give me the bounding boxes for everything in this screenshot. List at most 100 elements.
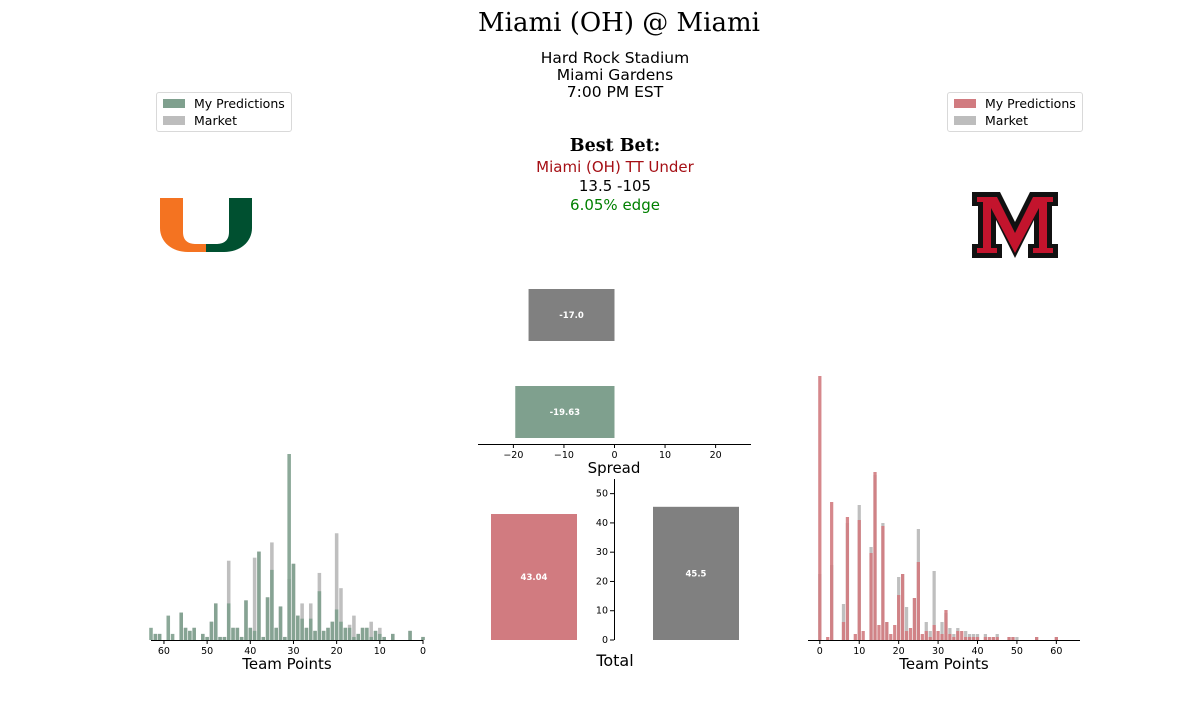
prediction-bar: [960, 631, 964, 640]
prediction-bar: [213, 603, 218, 640]
spread-chart: -17.0 -19.63 −20 −10 0 10 20 Spread: [478, 289, 751, 477]
y-tick-label: 20: [596, 576, 608, 587]
x-axis-label: Team Points: [241, 655, 332, 673]
prediction-bar: [179, 612, 183, 640]
spread-bar: [515, 386, 615, 438]
legend-swatch-predictions: [954, 99, 976, 108]
prediction-bar: [205, 636, 209, 640]
market-bar: [352, 615, 356, 640]
prediction-bar: [975, 637, 980, 640]
prediction-bar: [881, 526, 885, 640]
prediction-bar: [889, 634, 893, 640]
x-tick-label: 60: [158, 646, 170, 657]
legend-label-predictions: My Predictions: [194, 96, 285, 111]
prediction-bar: [373, 630, 378, 640]
prediction-bar: [897, 595, 901, 640]
market-bar: [252, 557, 257, 640]
y-tick-label: 30: [596, 547, 608, 558]
legend-swatch-market: [954, 116, 976, 125]
total-bar-label: 43.04: [521, 573, 548, 583]
prediction-bar: [991, 637, 995, 640]
market-bar: [964, 631, 968, 640]
spread-bar: [528, 289, 615, 341]
prediction-bar: [149, 627, 153, 640]
prediction-bar: [944, 610, 948, 640]
market-bar: [1015, 637, 1019, 640]
spread-bar-label: -17.0: [559, 311, 584, 321]
x-tick-label: 20: [893, 646, 905, 657]
prediction-bar: [900, 574, 905, 640]
x-tick-label: 30: [932, 646, 944, 657]
prediction-bar: [956, 631, 960, 640]
prediction-bar: [153, 633, 158, 640]
prediction-bar: [830, 502, 834, 640]
prediction-bar: [244, 600, 248, 640]
prediction-bar: [300, 618, 304, 640]
prediction-bar: [1007, 637, 1011, 640]
prediction-bar: [326, 627, 330, 640]
prediction-bar: [932, 625, 936, 640]
x-tick-label: −20: [503, 450, 523, 461]
market-bar: [940, 622, 944, 640]
prediction-bar: [231, 627, 235, 640]
y-tick-label: 10: [596, 606, 608, 617]
prediction-bar: [360, 627, 365, 640]
prediction-bar: [924, 631, 928, 640]
market-bar: [339, 588, 343, 640]
legend-swatch-predictions: [163, 99, 185, 108]
prediction-bar: [265, 597, 270, 640]
prediction-bar: [287, 454, 291, 640]
x-tick-label: 10: [374, 646, 386, 657]
spread-bar-label: -19.63: [550, 408, 580, 418]
prediction-bar: [157, 633, 162, 640]
x-tick-label: 40: [971, 646, 983, 657]
x-tick-label: 10: [853, 646, 865, 657]
best-bet-line: 13.5 -105: [578, 177, 652, 195]
prediction-bar: [916, 562, 920, 640]
legend-entry-market: Market: [163, 112, 285, 129]
prediction-bar: [869, 553, 873, 640]
game-time: 7:00 PM EST: [566, 83, 664, 101]
prediction-bar: [291, 563, 296, 640]
x-tick-label: 0: [420, 646, 426, 657]
market-bar: [226, 560, 231, 640]
miami-u-logo: [160, 198, 252, 252]
x-axis-label: Total: [595, 651, 633, 670]
prediction-bar: [352, 636, 356, 640]
prediction-bar: [857, 520, 861, 640]
city-name: Miami Gardens: [556, 66, 674, 84]
total-bar-label: 45.5: [686, 569, 707, 579]
prediction-bar: [334, 609, 339, 640]
prediction-bar: [347, 627, 352, 640]
prediction-bar: [183, 627, 188, 640]
y-tick-label: 40: [596, 518, 608, 529]
y-tick-label: 50: [596, 489, 608, 500]
prediction-bar: [378, 633, 382, 640]
prediction-bar: [270, 569, 274, 640]
best-bet-edge: 6.05% edge: [570, 196, 660, 214]
prediction-bar: [239, 636, 244, 640]
prediction-bar: [283, 636, 287, 640]
prediction-bar: [308, 618, 313, 640]
left-legend: My Predictions Market: [156, 92, 292, 132]
prediction-bar: [408, 630, 412, 640]
prediction-bar: [252, 630, 257, 640]
legend-entry-market: Market: [954, 112, 1076, 129]
prediction-bar: [893, 625, 897, 640]
prediction-bar: [321, 630, 326, 640]
right-legend: My Predictions Market: [947, 92, 1083, 132]
prediction-bar: [928, 637, 932, 640]
stadium-name: Hard Rock Stadium: [540, 49, 690, 67]
x-tick-label: −10: [554, 450, 574, 461]
legend-entry-predictions: My Predictions: [163, 95, 285, 112]
prediction-bar: [391, 633, 395, 640]
prediction-bar: [166, 615, 171, 640]
total-bar: [653, 506, 739, 640]
miami-oh-m-logo: [972, 192, 1058, 258]
x-tick-label: 40: [244, 646, 256, 657]
prediction-bar: [235, 627, 240, 640]
market-bar: [928, 631, 932, 640]
prediction-bar: [845, 517, 850, 640]
prediction-bar: [826, 637, 830, 640]
